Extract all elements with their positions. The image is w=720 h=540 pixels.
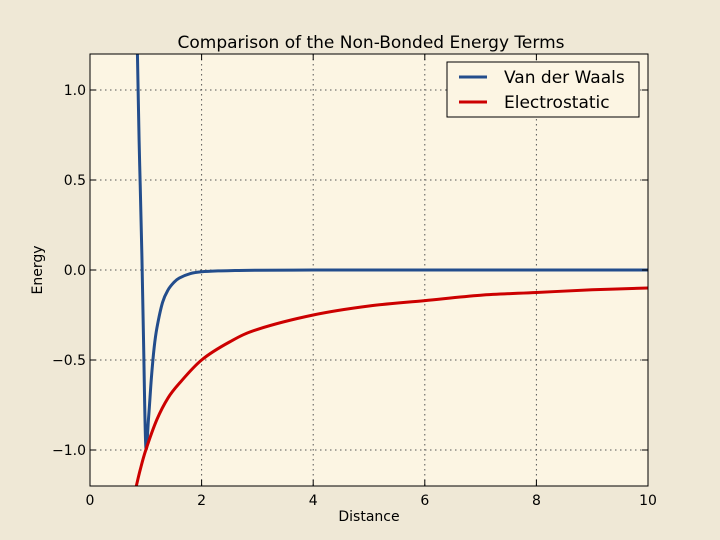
y-tick-label: −0.5 [52,353,86,369]
x-tick-label: 4 [309,493,318,509]
chart-title: Comparison of the Non-Bonded Energy Term… [178,33,565,53]
y-tick-label: 0.0 [64,263,86,279]
x-tick-label: 8 [532,493,541,509]
y-tick-label: 1.0 [64,83,86,99]
x-tick-label: 2 [197,493,206,509]
series-layer [134,54,648,486]
legend: Van der Waals Electrostatic [446,61,640,118]
x-axis-label: Distance [338,509,399,525]
series-line-van-der-waals [135,54,648,451]
x-tick-label: 0 [86,493,95,509]
legend-label-van-der-waals: Van der Waals [504,68,625,88]
ticks: 0 2 4 6 8 10 −1.0 −0.5 0.0 0.5 1.0 [52,54,657,509]
legend-box [446,61,640,118]
legend-label-electrostatic: Electrostatic [504,93,610,113]
x-tick-label: 6 [420,493,429,509]
x-tick-label: 10 [639,493,657,509]
y-axis-label: Energy [30,245,46,294]
y-tick-label: −1.0 [52,443,86,459]
series-line-electrostatic [134,286,648,486]
y-tick-label: 0.5 [64,173,86,189]
